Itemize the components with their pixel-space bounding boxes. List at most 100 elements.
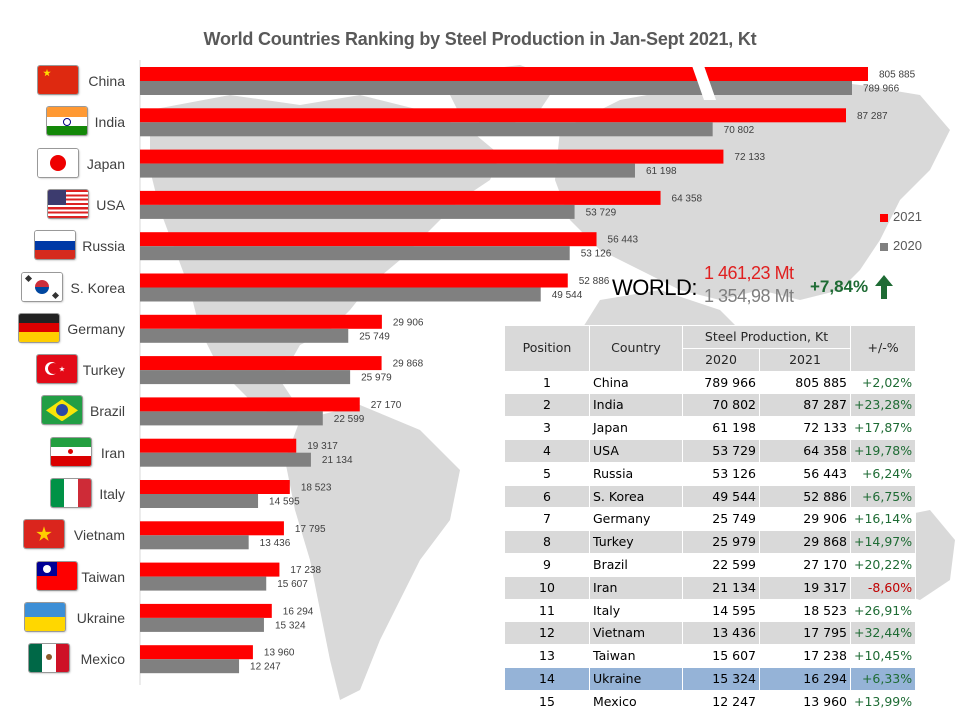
cell-position: 14 (504, 666, 590, 691)
bar-2021-4 (140, 232, 597, 247)
flag-part (51, 456, 91, 466)
bar-2020-12 (140, 576, 267, 591)
vietnam-flag-icon (24, 520, 64, 549)
production-table: Position Country Steel Production, Kt +/… (504, 325, 917, 714)
cell-country: Taiwan (589, 644, 683, 668)
data-label-2020-14: 12 247 (250, 662, 281, 673)
bar-2020-2 (140, 163, 635, 178)
bar-2021-5 (140, 273, 568, 288)
cell-change: +23,28% (849, 393, 917, 418)
tick-label-7: Turkey (82, 362, 125, 379)
data-label-2020-13: 15 324 (275, 620, 306, 631)
cell-position: 9 (504, 552, 590, 577)
data-label-2020-7: 25 979 (361, 373, 392, 384)
cell-position: 2 (504, 393, 590, 418)
data-label-2021-1: 87 287 (857, 111, 888, 122)
chart-title: World Countries Ranking by Steel Product… (203, 29, 757, 49)
cell-position: 1 (504, 370, 590, 395)
bar-2021-8 (140, 397, 360, 412)
arrow-up-shape (875, 275, 893, 299)
table-row: 11 Italy 14 595 18 523 +26,91% (504, 598, 917, 623)
header-2021: 2021 (759, 347, 851, 372)
cell-position: 12 (504, 621, 590, 646)
bar-2020-13 (140, 617, 264, 632)
flag-part (50, 154, 66, 171)
flag-part (19, 313, 59, 324)
flag-part (68, 449, 73, 454)
legend-label-2020: 2020 (893, 238, 922, 253)
cell-change: +6,33% (849, 666, 917, 691)
usa-flag-icon (48, 189, 88, 218)
cell-2021: 17 238 (759, 644, 851, 668)
cell-country: Turkey (589, 530, 683, 554)
cell-2020: 61 198 (682, 416, 760, 440)
cell-position: 6 (504, 484, 590, 509)
tick-label-13: Ukraine (76, 609, 125, 626)
tick-label-2: Japan (86, 155, 125, 172)
table-row: 4 USA 53 729 64 358 +19,78% (504, 438, 917, 463)
data-label-2020-10: 14 595 (269, 497, 300, 508)
header-change: +/-% (849, 325, 917, 372)
flag-part (35, 240, 75, 250)
cell-change: +14,97% (849, 530, 917, 554)
flag-part (51, 479, 65, 507)
cell-2020: 15 607 (682, 644, 760, 668)
cell-2021: 56 443 (759, 461, 851, 486)
table-row: 6 S. Korea 49 544 52 886 +6,75% (504, 484, 917, 509)
tick-label-14: Mexico (80, 651, 125, 668)
data-label-2021-11: 17 795 (295, 524, 326, 535)
cell-change: +10,45% (849, 644, 917, 668)
header-production: Steel Production, Kt (682, 325, 851, 349)
data-label-2021-12: 17 238 (290, 565, 321, 576)
cell-2020: 15 324 (682, 666, 760, 691)
table-row: 3 Japan 61 198 72 133 +17,87% (504, 416, 917, 440)
bar-2020-14 (140, 659, 240, 674)
tick-label-6: Germany (67, 320, 125, 337)
bar-2021-12 (140, 562, 280, 577)
world-total-2020: 1 354,98 Mt (704, 286, 794, 306)
bar-2020-10 (140, 494, 259, 508)
cell-2021: 13 960 (759, 689, 851, 714)
china-flag-icon (38, 66, 78, 94)
cell-2020: 789 966 (682, 370, 760, 395)
cell-change: +13,99% (849, 689, 917, 714)
taiwan-flag-icon (37, 561, 77, 590)
flag-part (47, 116, 87, 127)
iran-flag-icon (51, 437, 91, 466)
bar-2021-13 (140, 603, 272, 618)
flag-part (47, 125, 87, 136)
russia-flag-icon (35, 231, 75, 260)
table-row: 9 Brazil 22 599 27 170 +20,22% (504, 552, 917, 577)
bar-2021-14 (140, 645, 253, 660)
bar-2020-3 (140, 204, 575, 219)
flag-part (59, 366, 65, 372)
cell-country: Mexico (589, 689, 683, 714)
cell-2021: 27 170 (759, 552, 851, 577)
cell-country: S. Korea (589, 484, 683, 509)
data-label-2021-5: 52 886 (579, 276, 610, 287)
data-label-2021-2: 72 133 (734, 152, 765, 163)
table-row: 7 Germany 25 749 29 906 +16,14% (504, 507, 917, 532)
cell-country: USA (589, 438, 683, 463)
data-label-2021-13: 16 294 (283, 606, 314, 617)
header-country: Country (589, 325, 683, 372)
brazil-flag-icon (42, 396, 82, 425)
bar-2021-0 (140, 67, 868, 81)
axis-break-mark (690, 60, 716, 100)
cell-change: +26,91% (849, 598, 917, 623)
cell-country: Germany (589, 507, 683, 532)
cell-2020: 13 436 (682, 621, 760, 646)
tick-label-5: S. Korea (70, 279, 125, 296)
cell-country: Italy (589, 598, 683, 623)
cell-position: 3 (504, 416, 590, 440)
world-label: WORLD: (612, 275, 698, 300)
cell-2020: 53 126 (682, 461, 760, 486)
cell-change: +32,44% (849, 621, 917, 646)
flag-part (55, 644, 69, 673)
data-label-2021-8: 27 170 (371, 400, 402, 411)
tick-label-1: India (94, 114, 125, 131)
bar-2020-4 (140, 246, 570, 261)
flag-part (56, 404, 68, 417)
mexico-flag-icon (29, 644, 69, 673)
cell-position: 11 (504, 598, 590, 623)
